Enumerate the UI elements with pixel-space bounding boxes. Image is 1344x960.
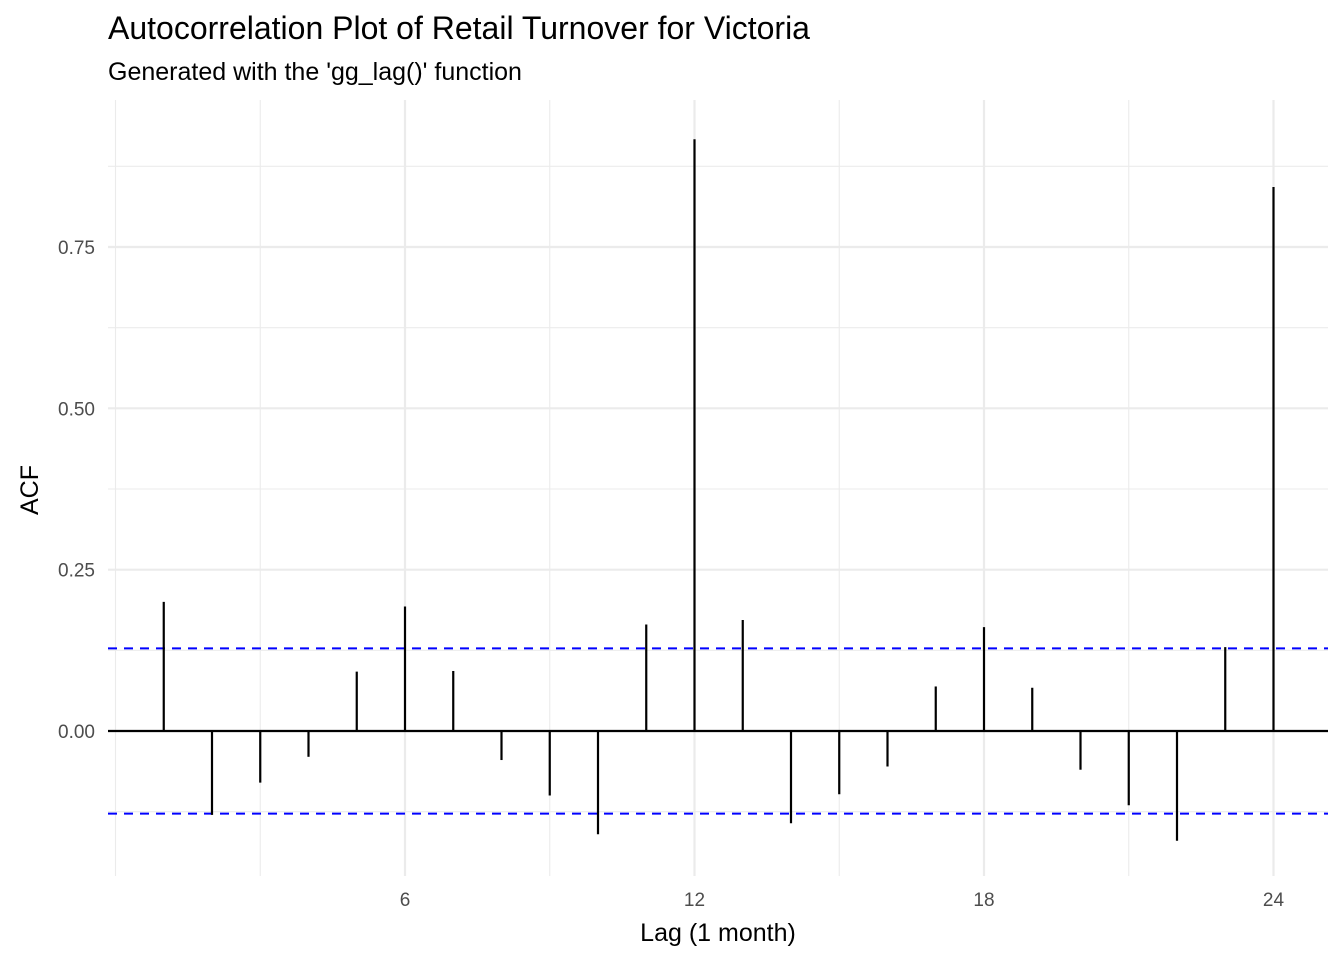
confidence-bounds: [108, 647, 1328, 815]
y-tick-label: 0.75: [58, 238, 95, 259]
chart-title: Autocorrelation Plot of Retail Turnover …: [108, 10, 810, 46]
tick-labels: 6 12 18 24 0.00 0.25 0.50 0.75: [58, 238, 1284, 911]
chart-subtitle: Generated with the 'gg_lag()' function: [108, 58, 522, 86]
grid-layer: [108, 100, 1328, 876]
x-tick-label: 6: [400, 890, 411, 911]
x-tick-label: 24: [1263, 890, 1285, 911]
y-tick-label: 0.00: [58, 722, 95, 743]
acf-bars: [162, 139, 1275, 841]
x-tick-label: 18: [973, 890, 994, 911]
y-tick-label: 0.50: [58, 399, 95, 420]
y-axis-title: ACF: [16, 465, 44, 515]
x-tick-label: 12: [684, 890, 705, 911]
y-tick-label: 0.25: [58, 561, 95, 582]
x-axis-title: Lag (1 month): [640, 919, 796, 947]
